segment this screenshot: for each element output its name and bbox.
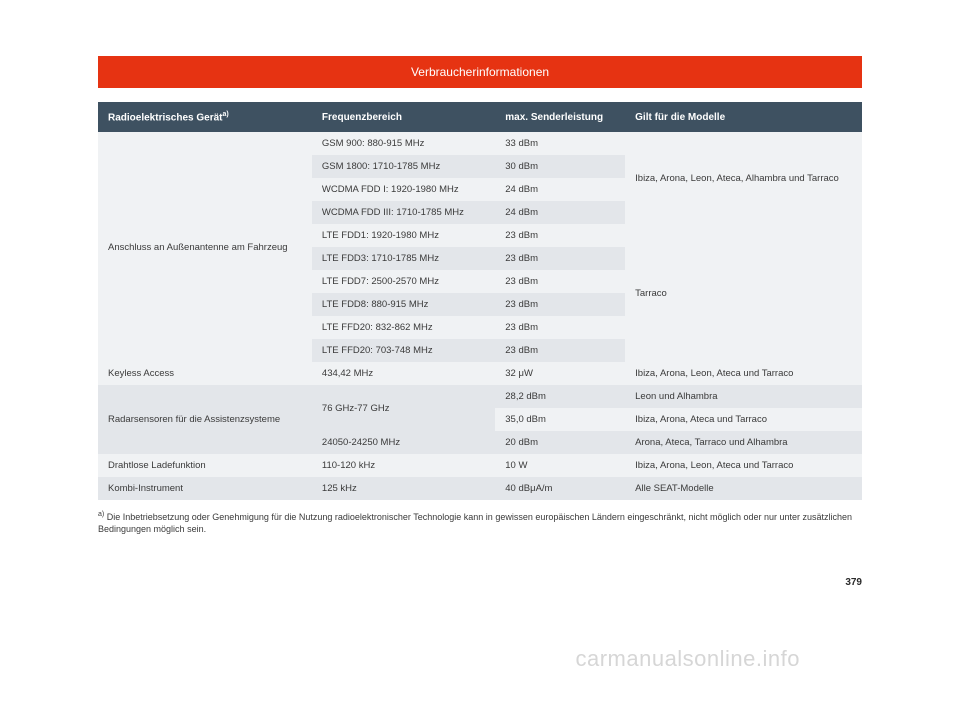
cell-models: Ibiza, Arona, Leon, Ateca und Tarraco bbox=[625, 362, 862, 385]
cell-power: 23 dBm bbox=[495, 247, 625, 270]
page-title: Verbraucherinformationen bbox=[98, 56, 862, 88]
cell-power: 10 W bbox=[495, 454, 625, 477]
cell-device: Radarsensoren für die Assistenzsysteme bbox=[98, 385, 312, 454]
cell-frequency: 110-120 kHz bbox=[312, 454, 495, 477]
cell-models: Ibiza, Arona, Leon, Ateca und Tarraco bbox=[625, 454, 862, 477]
table-row: Drahtlose Ladefunktion 110-120 kHz 10 W … bbox=[98, 454, 862, 477]
cell-frequency: 434,42 MHz bbox=[312, 362, 495, 385]
cell-models: Alle SEAT-Modelle bbox=[625, 477, 862, 500]
cell-frequency: LTE FDD3: 1710-1785 MHz bbox=[312, 247, 495, 270]
cell-models: Ibiza, Arona, Leon, Ateca, Alhambra und … bbox=[625, 132, 862, 224]
col-header-models: Gilt für die Modelle bbox=[625, 102, 862, 132]
table-row: Radarsensoren für die Assistenzsysteme 7… bbox=[98, 385, 862, 408]
cell-device: Drahtlose Ladefunktion bbox=[98, 454, 312, 477]
table-header-row: Radioelektrisches Geräta) Frequenzbereic… bbox=[98, 102, 862, 132]
cell-power: 30 dBm bbox=[495, 155, 625, 178]
cell-power: 40 dBμA/m bbox=[495, 477, 625, 500]
cell-frequency: GSM 1800: 1710-1785 MHz bbox=[312, 155, 495, 178]
cell-power: 23 dBm bbox=[495, 293, 625, 316]
cell-models: Arona, Ateca, Tarraco und Alhambra bbox=[625, 431, 862, 454]
cell-power: 32 μW bbox=[495, 362, 625, 385]
cell-frequency: WCDMA FDD III: 1710-1785 MHz bbox=[312, 201, 495, 224]
cell-power: 20 dBm bbox=[495, 431, 625, 454]
footnote: a) Die Inbetriebsetzung oder Genehmigung… bbox=[98, 510, 862, 535]
cell-device: Kombi-Instrument bbox=[98, 477, 312, 500]
cell-models: Tarraco bbox=[625, 224, 862, 362]
cell-device: Keyless Access bbox=[98, 362, 312, 385]
footnote-text: Die Inbetriebsetzung oder Genehmigung fü… bbox=[98, 512, 852, 534]
cell-frequency: 76 GHz-77 GHz bbox=[312, 385, 495, 431]
col-header-device: Radioelektrisches Geräta) bbox=[98, 102, 312, 132]
col-header-device-text: Radioelektrisches Gerät bbox=[108, 112, 223, 123]
cell-device: Anschluss an Außenantenne am Fahrzeug bbox=[98, 132, 312, 362]
cell-power: 23 dBm bbox=[495, 316, 625, 339]
col-header-power: max. Senderleistung bbox=[495, 102, 625, 132]
table-row: Keyless Access 434,42 MHz 32 μW Ibiza, A… bbox=[98, 362, 862, 385]
cell-power: 23 dBm bbox=[495, 270, 625, 293]
table-row: Kombi-Instrument 125 kHz 40 dBμA/m Alle … bbox=[98, 477, 862, 500]
cell-power: 35,0 dBm bbox=[495, 408, 625, 431]
col-header-frequency: Frequenzbereich bbox=[312, 102, 495, 132]
cell-frequency: 24050-24250 MHz bbox=[312, 431, 495, 454]
cell-power: 23 dBm bbox=[495, 224, 625, 247]
cell-frequency: LTE FDD7: 2500-2570 MHz bbox=[312, 270, 495, 293]
cell-frequency: LTE FFD20: 703-748 MHz bbox=[312, 339, 495, 362]
specification-table: Radioelektrisches Geräta) Frequenzbereic… bbox=[98, 102, 862, 500]
col-header-device-sup: a) bbox=[223, 111, 229, 118]
watermark: carmanualsonline.info bbox=[575, 646, 800, 672]
cell-frequency: LTE FDD8: 880-915 MHz bbox=[312, 293, 495, 316]
cell-power: 33 dBm bbox=[495, 132, 625, 155]
cell-frequency: 125 kHz bbox=[312, 477, 495, 500]
cell-models: Leon und Alhambra bbox=[625, 385, 862, 408]
cell-power: 23 dBm bbox=[495, 339, 625, 362]
cell-frequency: LTE FDD1: 1920-1980 MHz bbox=[312, 224, 495, 247]
cell-frequency: WCDMA FDD I: 1920-1980 MHz bbox=[312, 178, 495, 201]
document-page: Verbraucherinformationen Radioelektrisch… bbox=[0, 0, 960, 566]
cell-frequency: GSM 900: 880-915 MHz bbox=[312, 132, 495, 155]
cell-power: 28,2 dBm bbox=[495, 385, 625, 408]
cell-power: 24 dBm bbox=[495, 201, 625, 224]
table-row: Anschluss an Außenantenne am Fahrzeug GS… bbox=[98, 132, 862, 155]
page-number: 379 bbox=[845, 577, 862, 588]
cell-power: 24 dBm bbox=[495, 178, 625, 201]
cell-models: Ibiza, Arona, Ateca und Tarraco bbox=[625, 408, 862, 431]
cell-frequency: LTE FFD20: 832-862 MHz bbox=[312, 316, 495, 339]
